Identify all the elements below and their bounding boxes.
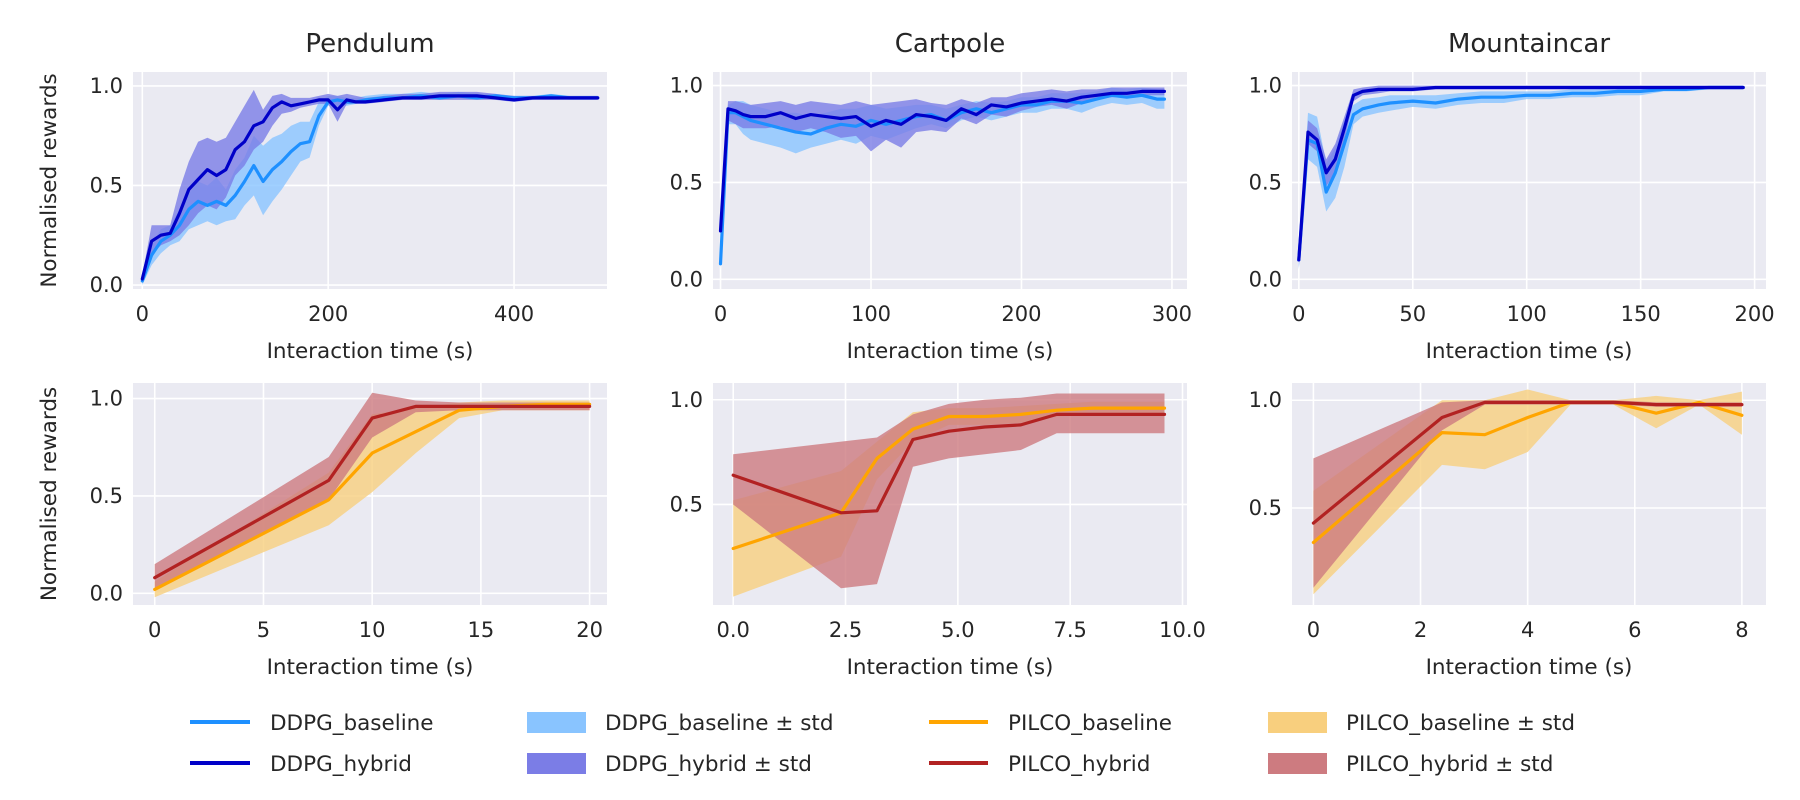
legend-label-pilco-hybrid: PILCO_hybrid [1008, 752, 1150, 777]
legend-label-pilco-baseline-std: PILCO_baseline ± std [1346, 711, 1575, 736]
x-tick-label: 5 [257, 618, 270, 642]
x-tick-label: 150 [1621, 302, 1661, 326]
gridlines [713, 72, 1187, 289]
gridlines [1292, 72, 1766, 289]
y-tick-label: 0.0 [670, 267, 703, 291]
series-line-ddpg-hybrid [140, 94, 600, 281]
x-tick-label: 400 [494, 302, 534, 326]
y-tick-label: 1.0 [1249, 388, 1282, 412]
y-tick-label: 1.0 [90, 74, 123, 98]
series-line-ddpg-baseline [718, 93, 1167, 266]
x-tick-label: 8 [1735, 618, 1748, 642]
chart-pendulum-ddpg: 0 200 400 0.0 0.5 1.0 Interaction time (s) Norm… [37, 29, 607, 364]
chart-mountaincar-pilco: 0 2 4 6 8 0.5 1.0 Interaction time (s) [1249, 383, 1766, 680]
x-tick-label: 20 [576, 618, 603, 642]
legend-swatch-pilco-hybrid-std [1268, 753, 1327, 774]
y-tick-label: 1.0 [670, 388, 703, 412]
x-tick-label: 15 [468, 618, 495, 642]
series-line-pilco-baseline [153, 402, 592, 592]
x-tick-label: 100 [1507, 302, 1547, 326]
chart-cartpole-ddpg: 0 100 200 300 0.0 0.5 1.0 Interaction time (s) C… [670, 29, 1192, 364]
x-tick-label: 50 [1399, 302, 1426, 326]
x-tick-label: 5.0 [941, 618, 974, 642]
chart-pendulum-pilco: 0 5 10 15 20 0.0 0.5 1.0 Interaction time (s) Nor… [37, 383, 607, 680]
x-tick-label: 7.5 [1053, 618, 1086, 642]
x-tick-label: 200 [1001, 302, 1041, 326]
x-tick-label: 2.5 [829, 618, 862, 642]
plot-marks [153, 392, 592, 598]
y-tick-label: 0.5 [1249, 170, 1282, 194]
plot-marks [1311, 389, 1744, 595]
std-band-pilco-hybrid [1313, 400, 1742, 588]
series-line-pilco-baseline [731, 406, 1167, 551]
y-tick-label: 0.5 [90, 484, 123, 508]
y-tick-label: 0.0 [90, 273, 123, 297]
legend: DDPG_baseline DDPG_hybrid DDPG_baseline … [190, 711, 1575, 777]
legend-label-ddpg-baseline-std: DDPG_baseline ± std [605, 711, 834, 736]
x-axis-label: Interaction time (s) [267, 339, 474, 364]
x-tick-label: 0.0 [717, 618, 750, 642]
plot-marks [731, 393, 1167, 597]
plot-marks [1297, 85, 1745, 270]
y-tick-label: 0.5 [90, 173, 123, 197]
gridlines [133, 72, 607, 289]
std-band-pilco-baseline [154, 400, 590, 598]
x-axis-label: Interaction time (s) [847, 655, 1054, 680]
x-tick-label: 2 [1414, 618, 1427, 642]
x-tick-label: 0 [136, 302, 149, 326]
legend-swatch-pilco-baseline-std [1268, 712, 1327, 733]
x-tick-label: 6 [1628, 618, 1641, 642]
y-tick-label: 0.5 [670, 492, 703, 516]
x-tick-label: 10 [359, 618, 386, 642]
x-tick-label: 200 [1735, 302, 1775, 326]
legend-label-pilco-baseline: PILCO_baseline [1008, 711, 1172, 736]
x-axis-label: Interaction time (s) [267, 655, 474, 680]
plot-marks [140, 89, 600, 286]
x-tick-label: 200 [308, 302, 348, 326]
x-axis-label: Interaction time (s) [847, 339, 1054, 364]
legend-label-ddpg-hybrid: DDPG_hybrid [270, 752, 412, 777]
x-tick-label: 100 [851, 302, 891, 326]
legend-label-ddpg-hybrid-std: DDPG_hybrid ± std [605, 752, 812, 777]
y-axis-label: Normalised rewards [37, 387, 62, 601]
chart-mountaincar-ddpg: 0 50 100 150 200 0.0 0.5 1.0 Interaction time (s… [1249, 29, 1775, 364]
x-tick-label: 0 [1307, 618, 1320, 642]
y-tick-label: 1.0 [90, 387, 123, 411]
legend-label-pilco-hybrid-std: PILCO_hybrid ± std [1346, 752, 1553, 777]
legend-swatch-ddpg-hybrid-std [527, 753, 586, 774]
std-band-pilco-hybrid [154, 392, 590, 590]
chart-title: Pendulum [305, 29, 434, 59]
y-tick-label: 0.0 [90, 581, 123, 605]
series-line-ddpg-hybrid [1297, 85, 1745, 262]
x-tick-label: 300 [1152, 302, 1192, 326]
y-tick-label: 1.0 [1249, 74, 1282, 98]
std-band-ddpg-hybrid [142, 89, 598, 284]
series-line-pilco-hybrid [731, 412, 1167, 515]
std-band-pilco-hybrid [733, 393, 1165, 589]
x-axis-label: Interaction time (s) [1426, 339, 1633, 364]
x-tick-label: 10.0 [1159, 618, 1206, 642]
legend-swatch-ddpg-baseline-std [527, 712, 586, 733]
y-tick-label: 0.0 [1249, 267, 1282, 291]
y-tick-label: 0.5 [670, 170, 703, 194]
x-tick-label: 4 [1521, 618, 1534, 642]
chart-cartpole-pilco: 0.0 2.5 5.0 7.5 10.0 0.5 1.0 Interaction time (… [670, 383, 1206, 680]
x-tick-label: 0 [1292, 302, 1305, 326]
legend-label-ddpg-baseline: DDPG_baseline [270, 711, 434, 736]
series-line-ddpg-hybrid [718, 89, 1167, 233]
series-line-pilco-hybrid [1311, 400, 1744, 525]
chart-title: Mountaincar [1448, 29, 1610, 59]
plot-marks [718, 87, 1167, 270]
x-axis-label: Interaction time (s) [1426, 655, 1633, 680]
x-tick-label: 0 [148, 618, 161, 642]
y-axis-label: Normalised rewards [37, 73, 62, 287]
y-tick-label: 0.5 [1249, 496, 1282, 520]
y-tick-label: 1.0 [670, 74, 703, 98]
chart-title: Cartpole [895, 29, 1006, 59]
series-line-pilco-hybrid [153, 404, 592, 580]
x-tick-label: 0 [714, 302, 727, 326]
series-line-ddpg-baseline [1297, 85, 1745, 262]
